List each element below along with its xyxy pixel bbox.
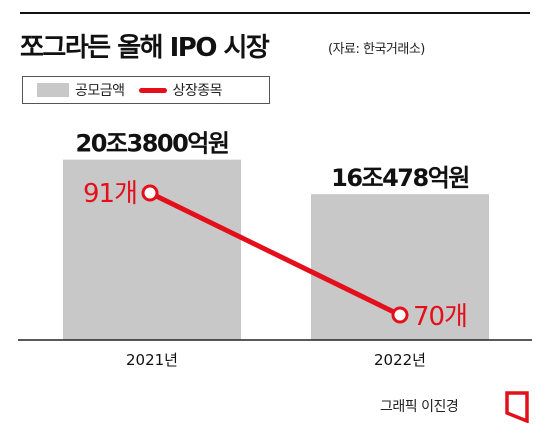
line-point-1 bbox=[141, 184, 159, 202]
legend-item-bar: 공모금액 bbox=[37, 80, 125, 100]
legend-line-swatch bbox=[138, 87, 167, 93]
bar-value-label-2: 16조478억원 bbox=[331, 164, 469, 192]
top-rule bbox=[20, 12, 530, 14]
line-series-path bbox=[147, 190, 403, 318]
graphic-credit: 그래픽 이진경 bbox=[380, 399, 459, 415]
legend: 공모금액 상장종목 bbox=[22, 76, 270, 104]
line-point-2 bbox=[391, 306, 409, 324]
source-note: (자료: 한국거래소) bbox=[328, 42, 425, 57]
x-tick-label-2: 2022년 bbox=[374, 351, 426, 369]
bar-value-label-1: 20조3800억원 bbox=[76, 130, 229, 158]
line-value-label-1: 91개 bbox=[83, 179, 137, 209]
legend-bar-swatch bbox=[37, 83, 69, 97]
chart-title: 쪼그라든 올해 IPO 시장 bbox=[20, 33, 270, 63]
publisher-logo-icon bbox=[505, 391, 529, 423]
legend-item-line: 상장종목 bbox=[138, 80, 223, 100]
line-value-label-2: 70개 bbox=[413, 302, 467, 332]
legend-line-label: 상장종목 bbox=[172, 83, 223, 99]
legend-bar-label: 공모금액 bbox=[75, 83, 125, 99]
x-tick-label-1: 2021년 bbox=[126, 351, 178, 369]
